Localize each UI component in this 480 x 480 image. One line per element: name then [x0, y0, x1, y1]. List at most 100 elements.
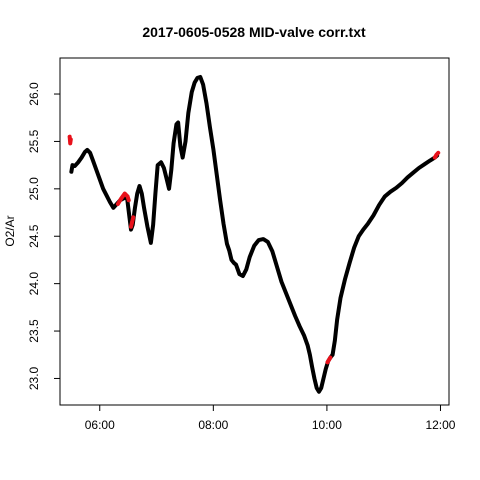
- series-4-point: [328, 355, 333, 360]
- series-0-point: [315, 386, 318, 390]
- series-0-point: [248, 255, 251, 259]
- series-0-point: [313, 377, 316, 380]
- series-0-point: [95, 168, 98, 172]
- series-0-point: [245, 268, 248, 271]
- series-0-point: [412, 171, 415, 174]
- y-tick-label: 24.0: [27, 272, 41, 296]
- series-0-point: [73, 164, 76, 168]
- series-0-point: [215, 173, 218, 176]
- series-0-point: [165, 178, 168, 181]
- chart-title: 2017-0605-0528 MID-valve corr.txt: [142, 24, 366, 40]
- series-0-point: [187, 111, 190, 115]
- series-0-point: [335, 318, 339, 321]
- data-series-group: [67, 74, 441, 394]
- series-0-point: [199, 75, 202, 79]
- series-0-point: [176, 121, 180, 124]
- series-0-point: [284, 291, 288, 295]
- y-tick-label: 23.0: [27, 366, 41, 390]
- series-0-point: [406, 176, 409, 179]
- series-0-point: [205, 102, 208, 105]
- series-0-point: [170, 168, 173, 172]
- series-0-point: [108, 200, 112, 204]
- series-0-point: [208, 126, 212, 129]
- series-0-point: [343, 277, 347, 281]
- y-tick-label: 23.5: [27, 319, 41, 343]
- series-0-point: [257, 238, 260, 242]
- series-0-point: [138, 184, 141, 188]
- series-0-point: [133, 206, 137, 209]
- series-0-point: [232, 261, 235, 264]
- series-5-point: [433, 155, 437, 160]
- series-5-point: [436, 151, 441, 155]
- series-1-point: [68, 137, 73, 142]
- series-0-point: [146, 225, 149, 228]
- x-axis: 06:00 08:00 10:00 12:00: [85, 405, 456, 432]
- series-0-point: [83, 150, 87, 154]
- series-0-point: [266, 240, 270, 244]
- series-0-point: [225, 242, 229, 246]
- series-0-point: [352, 246, 356, 249]
- series-0-point: [140, 192, 143, 195]
- series-0-point: [112, 206, 115, 209]
- series-0-point: [262, 237, 265, 241]
- series-0-point: [333, 339, 337, 342]
- series-0-point: [184, 140, 187, 143]
- series-0-point: [302, 334, 306, 337]
- series-0-point: [179, 144, 182, 148]
- series-0-point: [91, 159, 95, 162]
- x-tick-label: 08:00: [198, 418, 228, 432]
- series-0-point: [366, 222, 369, 226]
- series-0-point: [129, 228, 133, 231]
- series-0-point: [70, 170, 73, 173]
- series-0-point: [324, 367, 327, 371]
- series-0-point: [86, 148, 89, 152]
- series-0-point: [238, 272, 241, 276]
- plot-area-frame: [59, 57, 450, 406]
- x-tick-label: 06:00: [85, 418, 115, 432]
- series-0-point: [357, 235, 360, 238]
- series-0-point: [98, 178, 101, 181]
- series-0-point: [348, 261, 351, 264]
- series-0-point: [310, 365, 314, 369]
- series-2-point: [116, 202, 120, 206]
- series-0-point: [181, 156, 184, 159]
- series-2-point: [125, 194, 130, 199]
- series-0-point: [383, 195, 387, 198]
- series-0-point: [417, 166, 421, 170]
- series-1-point: [68, 141, 73, 146]
- series-0-point: [162, 166, 166, 170]
- series-2-point: [122, 191, 127, 196]
- series-0-point: [136, 192, 139, 195]
- series-0-point: [306, 344, 309, 347]
- series-0-point: [88, 151, 92, 155]
- series-0-point: [196, 76, 199, 80]
- series-0-point: [362, 228, 365, 231]
- series-0-point: [212, 147, 215, 151]
- series-0-point: [222, 222, 225, 226]
- series-0-point: [377, 203, 381, 207]
- series-0-point: [317, 390, 321, 393]
- y-tick-label: 25.0: [27, 177, 41, 201]
- series-0-point: [253, 244, 256, 247]
- series-0-point: [280, 280, 283, 283]
- series-0-point: [193, 81, 196, 84]
- series-2-point: [126, 198, 131, 203]
- series-0-point: [154, 192, 157, 195]
- y-tick-label: 25.5: [27, 129, 41, 153]
- series-1-point: [67, 134, 72, 139]
- y-axis-label: O2/Ar: [3, 215, 17, 246]
- series-0-point: [156, 163, 159, 167]
- series-0-point: [76, 161, 80, 164]
- series-0-point: [228, 249, 231, 252]
- series-0-point: [241, 274, 245, 278]
- series-0-point: [101, 187, 105, 191]
- y-tick-label: 26.0: [27, 82, 41, 106]
- series-0-point: [159, 161, 163, 164]
- series-0-point: [80, 156, 83, 159]
- series-3-point: [130, 220, 134, 224]
- series-3-point: [131, 215, 136, 220]
- series-0-point: [201, 83, 205, 86]
- series-0-point: [400, 181, 404, 185]
